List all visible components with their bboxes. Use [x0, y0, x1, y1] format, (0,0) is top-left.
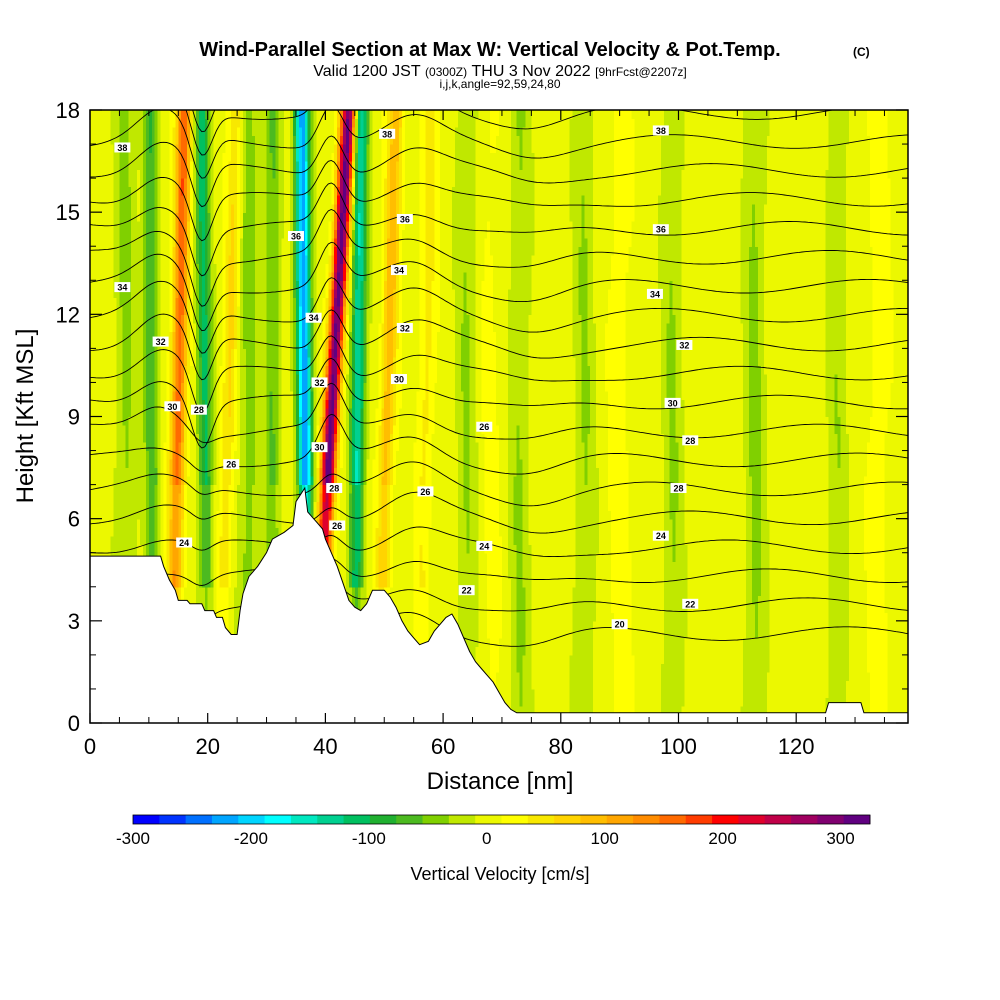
chart-title: Wind-Parallel Section at Max W: Vertical…: [199, 39, 780, 61]
subtitle-fcst: [9hrFcst@2207z]: [595, 65, 687, 79]
subtitle-valid: Valid 1200 JST: [313, 63, 421, 80]
chart-title-mark: (C): [853, 45, 870, 59]
chart-subtitle-2: i,j,k,angle=92,59,24,80: [439, 77, 560, 91]
cross-section-chart: Wind-Parallel Section at Max W: Vertical…: [0, 0, 1000, 1000]
